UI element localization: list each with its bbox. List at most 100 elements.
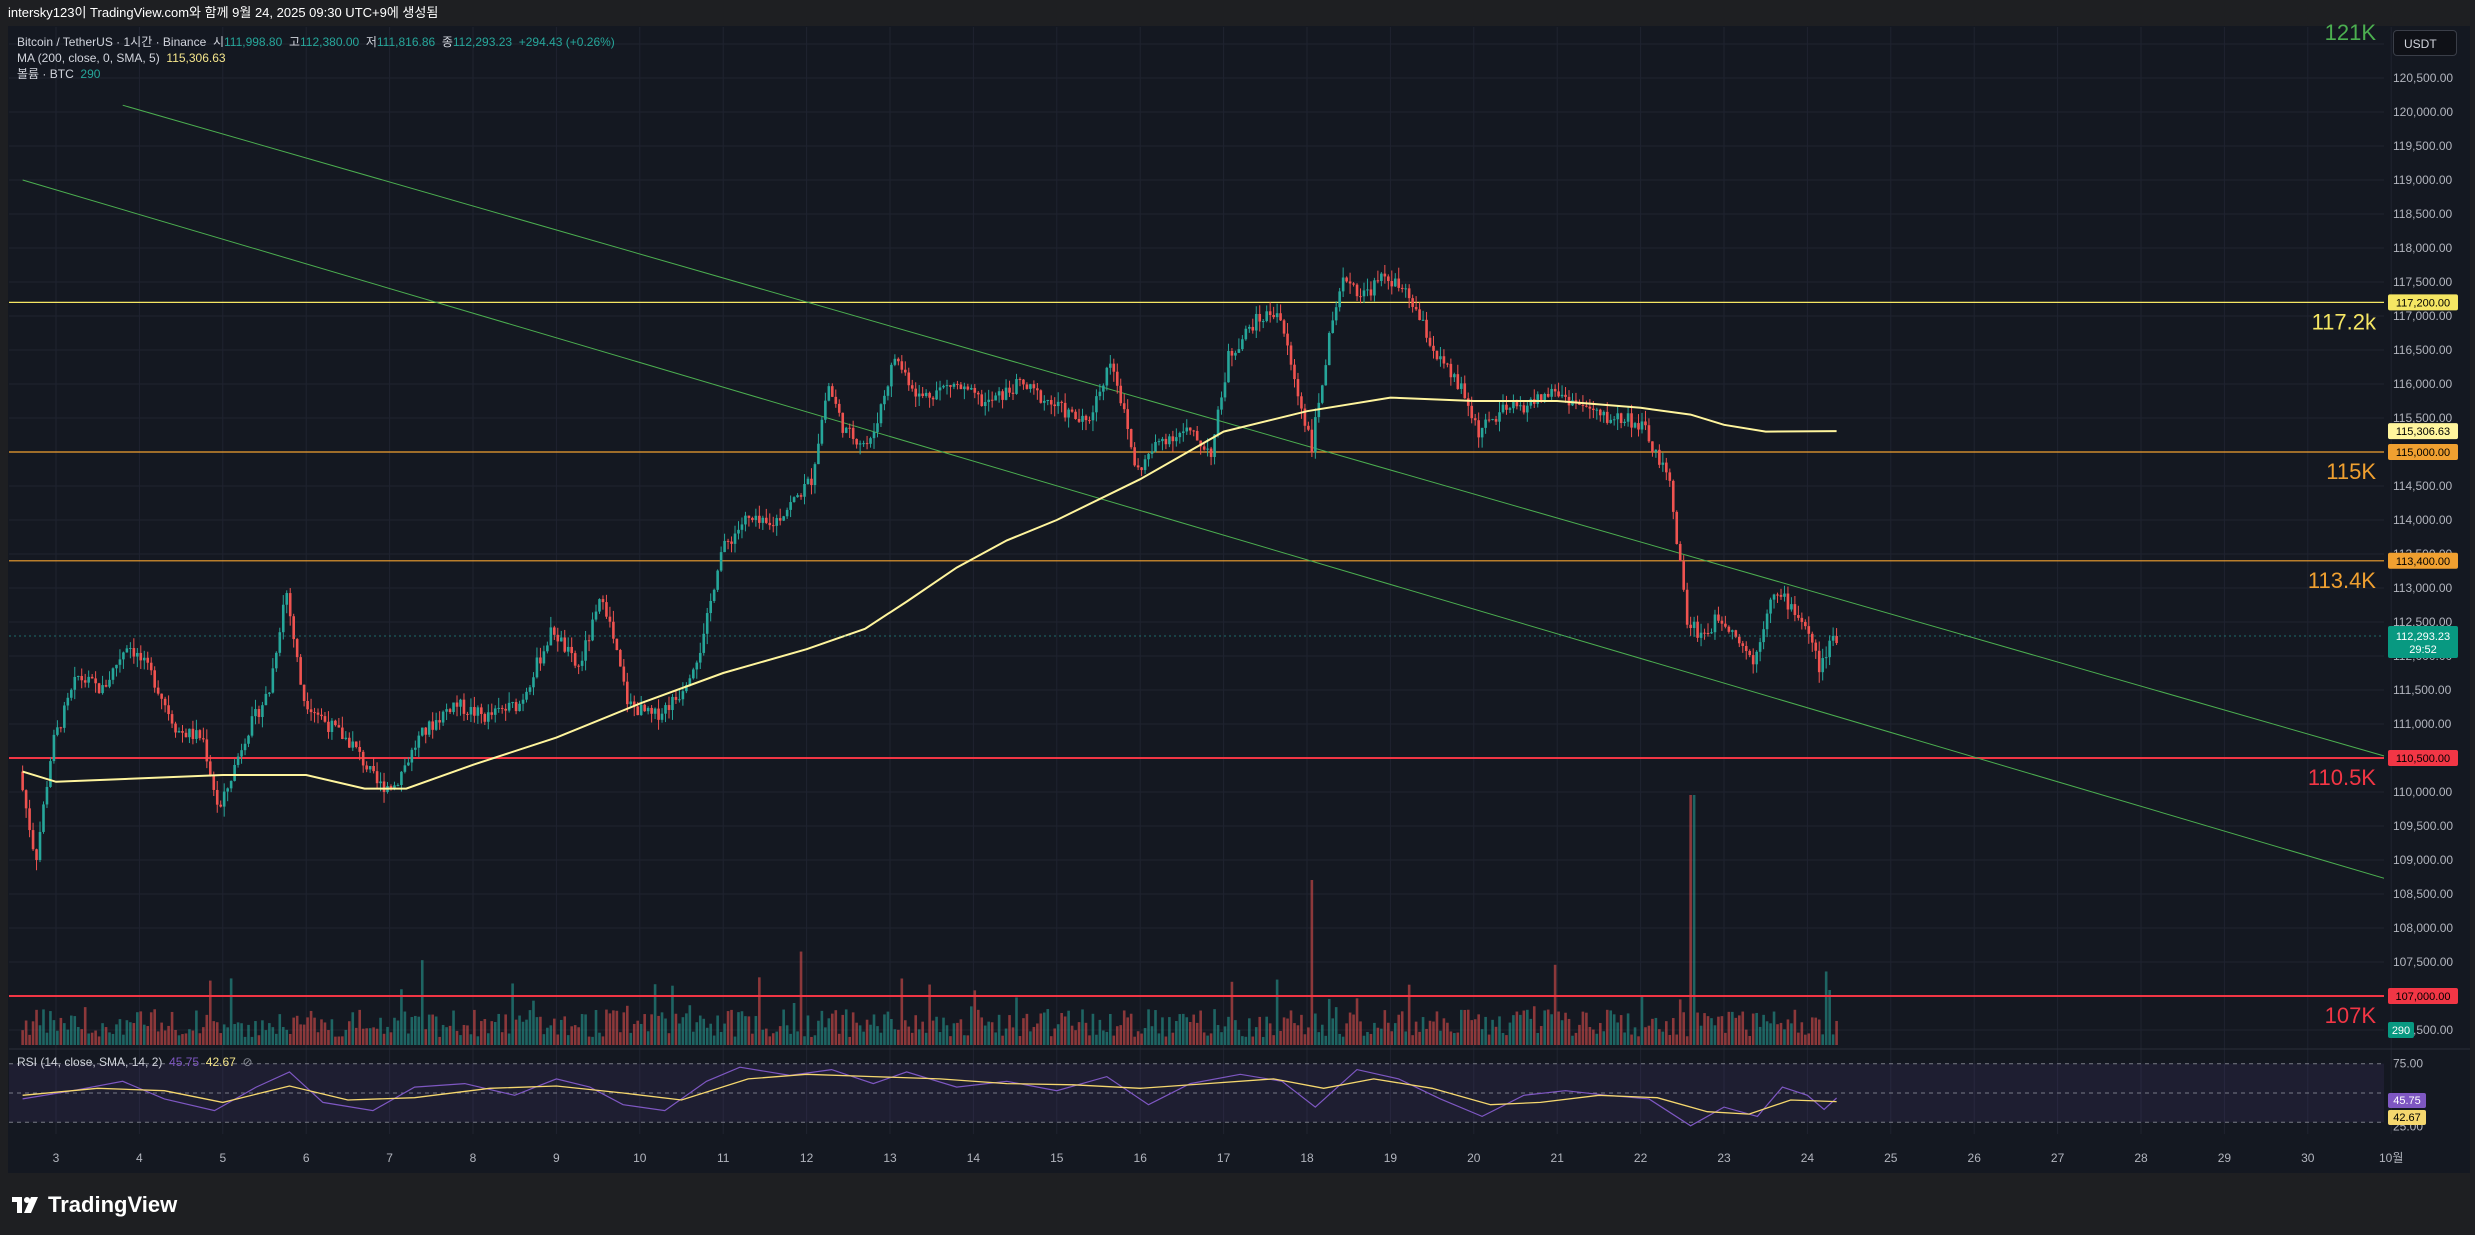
volume-bar — [1387, 1022, 1390, 1045]
legend-row-volume[interactable]: 볼륨 · BTC 290 — [17, 66, 100, 82]
candle-body — [1216, 409, 1220, 435]
volume-bar — [330, 1019, 334, 1045]
volume-bar — [1432, 1021, 1435, 1045]
volume-bar — [608, 1013, 612, 1045]
candle-body — [1067, 409, 1070, 418]
candle-body — [115, 664, 118, 669]
volume-bar — [302, 1024, 306, 1045]
candle-body — [518, 703, 521, 712]
volume-bar — [1477, 1014, 1480, 1045]
candle-body — [1300, 396, 1303, 409]
candle-body — [1731, 630, 1734, 632]
candle-body — [1314, 417, 1317, 453]
volume-bar — [1543, 1010, 1546, 1045]
volume-bar — [1772, 1011, 1776, 1045]
rsi-value-tag — [2388, 1093, 2426, 1108]
volume-bar — [855, 1022, 858, 1045]
candle-body — [1553, 388, 1557, 392]
volume-bar — [125, 1020, 129, 1045]
volume-bar — [1762, 1014, 1765, 1045]
candle-body — [1536, 394, 1540, 404]
legend-row-rsi[interactable]: RSI (14, close, SMA, 14, 2) 45.75 42.67 … — [17, 1054, 253, 1070]
volume-bar — [1668, 1034, 1672, 1045]
volume-bar — [942, 1017, 945, 1045]
candle-body — [664, 705, 667, 714]
rsi-ma-value: 42.67 — [205, 1055, 236, 1069]
volume-bar — [90, 1032, 94, 1045]
candle-body — [1181, 431, 1185, 433]
volume-bar — [778, 1026, 782, 1045]
candle-body — [1623, 421, 1626, 424]
settings-icon[interactable]: ⊘ — [242, 1055, 253, 1069]
candle-body — [407, 762, 410, 766]
chart-frame[interactable] — [8, 26, 2470, 1173]
volume-bar — [688, 1005, 692, 1045]
candle-body — [629, 701, 633, 705]
tradingview-logo[interactable]: TradingView — [12, 1192, 177, 1218]
candle-body — [1025, 384, 1029, 389]
level-price-tag — [2388, 750, 2458, 766]
time-axis-label: 3 — [53, 1151, 60, 1165]
candle-body — [1814, 642, 1818, 651]
volume-bar — [1713, 1025, 1717, 1045]
volume-bar — [876, 1026, 879, 1045]
volume-bar — [709, 1023, 712, 1045]
price-axis-label: 109,500.00 — [2393, 819, 2453, 833]
footer-bar — [0, 1173, 2475, 1235]
symbol-label[interactable]: Bitcoin / TetherUS · 1시간 · Binance — [17, 35, 207, 49]
candle-body — [1063, 402, 1067, 418]
candle-body — [1630, 413, 1633, 428]
candle-body — [1150, 451, 1154, 454]
volume-bar — [1168, 1017, 1171, 1045]
volume-bar — [559, 1019, 563, 1045]
candle-body — [1088, 420, 1091, 422]
volume-bar — [1706, 1016, 1710, 1045]
candle-body — [931, 397, 935, 400]
candle-body — [799, 495, 803, 497]
candle-body — [1230, 350, 1234, 356]
volume-bar — [789, 1033, 792, 1045]
volume-bar — [869, 1024, 872, 1045]
price-axis-label: 117,500.00 — [2393, 275, 2452, 289]
candle-body — [1074, 411, 1077, 419]
volume-bar — [1727, 1011, 1731, 1045]
volume-bar — [500, 1032, 504, 1045]
candle-body — [153, 670, 156, 688]
volume-bar — [1658, 1029, 1661, 1045]
currency-button[interactable]: USDT — [2393, 30, 2457, 56]
candle-body — [1105, 367, 1109, 386]
time-axis-label: 27 — [2051, 1151, 2065, 1165]
volume-bar — [1404, 1031, 1407, 1045]
candle-body — [966, 386, 970, 390]
candle-body — [514, 702, 518, 712]
candle-body — [876, 423, 879, 432]
candle-body — [1327, 332, 1331, 366]
legend-row-ma[interactable]: MA (200, close, 0, SMA, 5) 115,306.63 — [17, 50, 226, 66]
volume-bar — [275, 1033, 278, 1045]
candle-body — [1407, 288, 1411, 299]
volume-bar — [1710, 1018, 1713, 1045]
candle-body — [796, 495, 799, 498]
candle-body — [1831, 636, 1835, 641]
candle-body — [1202, 446, 1206, 450]
candle-body — [372, 766, 375, 772]
volume-bar — [1807, 1033, 1811, 1045]
volume-bar — [956, 1022, 959, 1045]
candle-body — [1807, 626, 1811, 634]
volume-bar — [1800, 1022, 1804, 1045]
price-axis-label: 114,000.00 — [2393, 513, 2452, 527]
candle-body — [149, 662, 153, 671]
candle-body — [1744, 645, 1748, 652]
volume-bar — [1717, 1016, 1720, 1045]
volume-bar — [1143, 1028, 1147, 1045]
candle-body — [1039, 390, 1043, 403]
volume-bar — [1512, 1015, 1515, 1045]
volume-bar — [1393, 1023, 1397, 1045]
candle-body — [650, 707, 653, 714]
volume-bar — [1324, 1035, 1328, 1045]
candle-body — [1689, 624, 1692, 629]
candle-body — [1685, 589, 1689, 625]
candle-body — [1473, 418, 1477, 421]
volume-bar — [288, 1034, 292, 1045]
